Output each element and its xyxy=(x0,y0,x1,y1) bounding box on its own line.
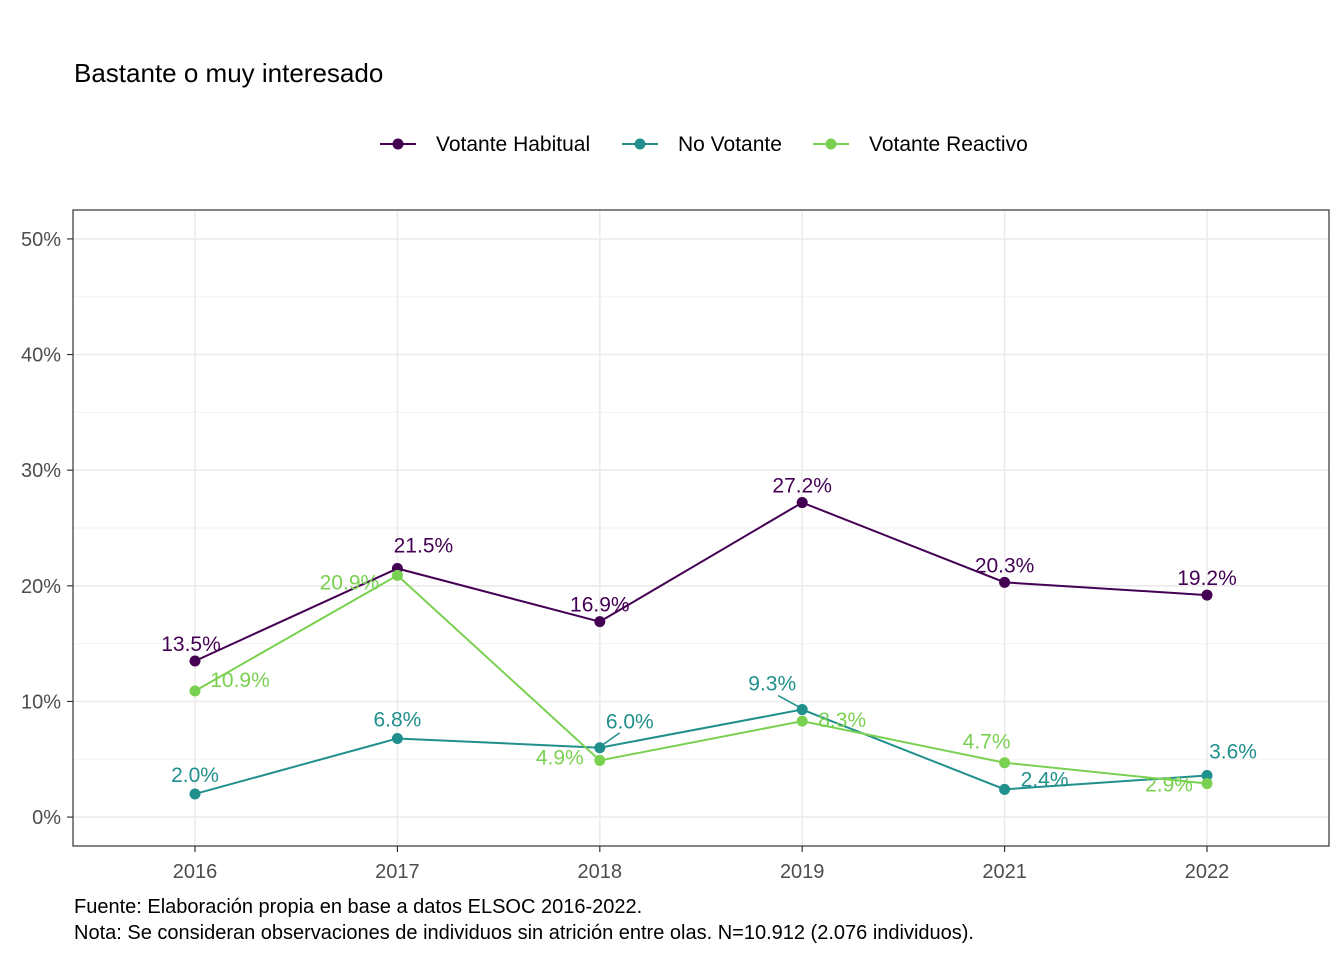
data-label: 20.3% xyxy=(975,554,1035,577)
y-tick-label: 0% xyxy=(32,807,61,829)
data-point xyxy=(999,576,1011,588)
data-point xyxy=(594,616,606,628)
data-point xyxy=(1201,769,1213,781)
series-line xyxy=(194,708,1208,795)
data-label: 3.6% xyxy=(1209,740,1257,763)
line-chart: 0% 10% 20% 30% 40% 50% 2016 2017 2018 2019 2021 202… xyxy=(21,209,1330,880)
series-line xyxy=(194,501,1208,662)
label-leader xyxy=(777,694,799,708)
data-point xyxy=(189,788,201,800)
x-tick-label: 2019 xyxy=(780,861,825,880)
data-point xyxy=(796,715,808,727)
data-point xyxy=(796,497,808,509)
data-label: 27.2% xyxy=(772,475,832,498)
data-label: 9.3% xyxy=(748,673,796,696)
data-label: 21.5% xyxy=(394,534,454,557)
x-tick-label: 2017 xyxy=(375,861,420,880)
data-point xyxy=(189,685,201,697)
y-tick-label: 20% xyxy=(21,576,61,598)
legend-label: No Votante xyxy=(678,133,782,156)
chart-legend: Votante Habitual No Votante Votante Reacti… xyxy=(380,133,1028,156)
data-point xyxy=(796,704,808,716)
data-point xyxy=(391,732,403,744)
y-tick-label: 10% xyxy=(21,691,61,713)
data-point xyxy=(999,757,1011,769)
data-label: 2.9% xyxy=(1145,774,1193,797)
legend-marker xyxy=(825,138,837,150)
data-label: 10.9% xyxy=(210,669,270,692)
data-point xyxy=(1201,589,1213,601)
y-tick-label: 30% xyxy=(21,460,61,482)
legend-label: Votante Habitual xyxy=(436,133,590,156)
legend-marker xyxy=(634,138,646,150)
data-label: 16.9% xyxy=(570,594,630,617)
data-label: 19.2% xyxy=(1177,567,1237,590)
series-line xyxy=(194,574,1208,785)
chart-title: Bastante o muy interesado xyxy=(74,58,384,88)
data-label: 2.4% xyxy=(1021,768,1069,791)
data-point xyxy=(189,655,201,667)
data-label: 8.3% xyxy=(818,709,866,732)
x-tick-label: 2018 xyxy=(578,861,623,880)
data-label: 4.9% xyxy=(536,746,584,769)
data-point xyxy=(594,742,606,754)
data-label: 6.8% xyxy=(373,708,421,731)
x-tick-label: 2021 xyxy=(982,861,1027,880)
data-point xyxy=(999,783,1011,795)
y-tick-label: 50% xyxy=(21,229,61,251)
legend-marker xyxy=(392,138,404,150)
caption-note: Nota: Se consideran observaciones de ind… xyxy=(74,922,974,944)
y-tick-label: 40% xyxy=(21,345,61,367)
data-label: 13.5% xyxy=(161,633,221,656)
legend-label: Votante Reactivo xyxy=(869,133,1028,156)
x-tick-label: 2022 xyxy=(1185,861,1230,880)
data-point xyxy=(391,569,403,581)
data-point xyxy=(1201,778,1213,790)
x-tick-label: 2016 xyxy=(173,861,218,880)
data-label: 20.9% xyxy=(320,571,380,594)
data-label: 6.0% xyxy=(606,711,654,734)
plot-panel-border xyxy=(72,209,1330,847)
data-point xyxy=(594,754,606,766)
data-label: 2.0% xyxy=(171,764,219,787)
label-leader xyxy=(602,732,621,746)
caption-source: Fuente: Elaboración propia en base a dat… xyxy=(74,896,643,918)
data-label: 4.7% xyxy=(963,731,1011,754)
